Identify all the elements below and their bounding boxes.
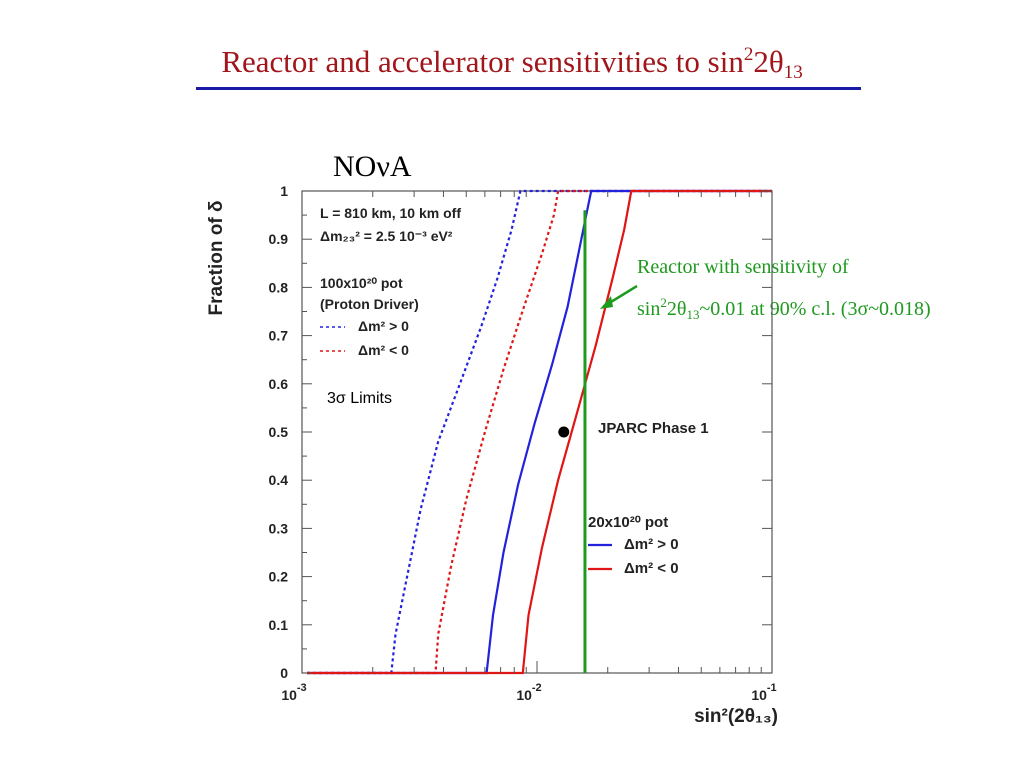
reactor-note-mid: 2θ: [666, 298, 687, 320]
x-tick-base: 10: [751, 687, 767, 703]
series-curve-solid-3: [307, 189, 772, 675]
title-mid: 2θ: [753, 44, 784, 79]
x-tick-base: 10: [516, 687, 532, 703]
slide-title: Reactor and accelerator sensitivities to…: [0, 44, 1024, 84]
y-tick-label: 0.2: [269, 569, 289, 585]
nova-label: NOνA: [333, 150, 412, 183]
title-prefix: Reactor and accelerator sensitivities to…: [221, 44, 744, 79]
y-tick-label: 0.8: [269, 279, 289, 295]
jparc-point: [558, 426, 570, 438]
x-axis-title: sin²(2θ₁₃): [694, 706, 778, 727]
x-tick-exponent: -3: [297, 682, 307, 694]
info-line-baseline: L = 810 km, 10 km off: [320, 205, 461, 221]
series-curve-dashed-1: [307, 189, 772, 675]
reactor-note-line2: sin22θ13~0.01 at 90% c.l. (3σ~0.018): [637, 295, 931, 323]
y-tick-label: 0.9: [269, 231, 289, 247]
x-tick-base: 10: [281, 687, 297, 703]
title-underline: [196, 87, 861, 90]
legend-upper-header: 100x10²⁰ pot: [320, 275, 403, 291]
reactor-arrow-head: [600, 296, 613, 309]
reactor-note-line1: Reactor with sensitivity of: [637, 256, 849, 278]
reactor-note-prefix: sin: [637, 298, 661, 320]
series-layer: [307, 189, 772, 675]
legend-upper-label: Δm² > 0: [358, 318, 409, 334]
y-tick-label: 0.4: [269, 472, 289, 488]
y-tick-label: 0.3: [269, 520, 289, 536]
y-tick-label: 0.6: [269, 376, 289, 392]
title-sup: 2: [743, 44, 754, 65]
y-tick-label: 0.7: [269, 328, 289, 344]
legend-upper-label: Δm² < 0: [358, 342, 409, 358]
info-line-dm23: Δm₂₃² = 2.5 10⁻³ eV²: [320, 228, 453, 244]
x-tick-exponent: -2: [532, 682, 542, 694]
x-tick-label: 10-2: [516, 682, 541, 703]
y-tick-label: 0.5: [269, 424, 289, 440]
legend-upper-subheader: (Proton Driver): [320, 296, 419, 312]
limits-label: 3σ Limits: [327, 390, 392, 407]
legend-lower-label: Δm² < 0: [624, 560, 679, 577]
legend-lower-label: Δm² > 0: [624, 536, 679, 553]
x-tick-exponent: -1: [767, 682, 777, 694]
y-tick-label: 0.1: [269, 617, 289, 633]
reactor-note-sup: 2: [660, 295, 667, 310]
reactor-note-sub: 13: [686, 307, 700, 322]
legend-layer: JPARC Phase 1 L = 810 km, 10 km off Δm₂₃² …: [320, 205, 709, 577]
y-tick-label: 1: [280, 183, 288, 199]
legend-lower-header: 20x10²⁰ pot: [588, 514, 668, 531]
x-tick-label: 10-1: [751, 682, 776, 703]
x-tick-label: 10-3: [281, 682, 306, 703]
jparc-label: JPARC Phase 1: [598, 420, 709, 437]
y-axis-title: Fraction of δ: [206, 201, 227, 316]
series-curve-solid-2: [307, 189, 772, 675]
title-sub: 13: [783, 62, 803, 83]
reactor-note-suffix: ~0.01 at 90% c.l. (3σ~0.018): [699, 298, 931, 320]
series-curve-dashed-0: [307, 189, 772, 675]
y-tick-label: 0: [280, 665, 288, 681]
